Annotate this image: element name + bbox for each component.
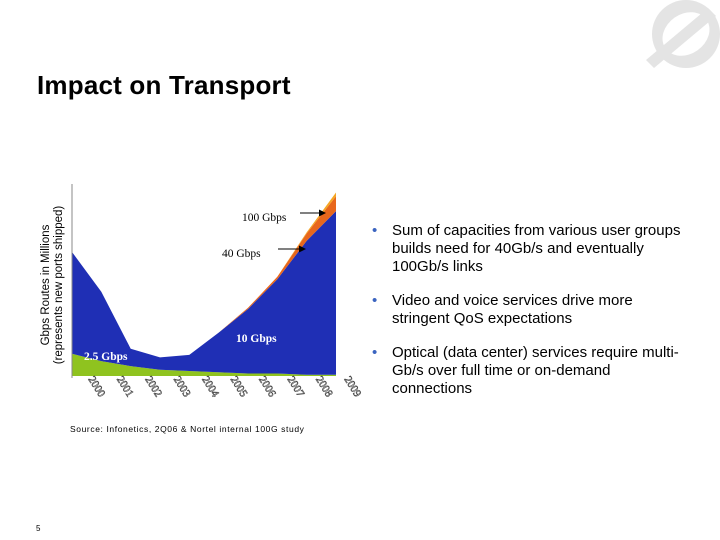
area-series-10-gbps xyxy=(72,211,336,375)
annotation-label: 2.5 Gbps xyxy=(84,351,128,363)
x-tick-label: 2006 xyxy=(256,374,278,399)
x-tick-label: 2001 xyxy=(114,374,136,399)
x-tick-label: 2000 xyxy=(85,374,107,399)
annotation-arrow-head xyxy=(299,245,306,253)
annotation-label: 40 Gbps xyxy=(222,248,261,260)
annotation-label: 100 Gbps xyxy=(242,212,287,224)
x-tick-label: 2004 xyxy=(199,374,221,399)
x-tick-label: 2007 xyxy=(285,374,307,399)
bullet-icon: • xyxy=(372,222,378,239)
nortel-globe-icon xyxy=(646,0,720,68)
annotation-arrow-head xyxy=(319,209,326,217)
bullet-item: • Optical (data center) services require … xyxy=(372,344,692,398)
bullet-icon: • xyxy=(372,292,378,309)
area-series-2.5-gbps xyxy=(72,353,336,376)
x-tick-label: 2008 xyxy=(313,374,335,399)
bullet-item: • Video and voice services drive more str… xyxy=(372,292,692,328)
bullet-icon: • xyxy=(372,344,378,361)
chart-source: Source: Infonetics, 2Q06 & Nortel intern… xyxy=(70,424,305,434)
x-tick-label: 2005 xyxy=(228,374,250,399)
page-title: Impact on Transport xyxy=(37,70,291,100)
annotation-label: 10 Gbps xyxy=(236,333,277,345)
x-tick-label: 2003 xyxy=(171,374,193,399)
bullet-text: Video and voice services drive more stri… xyxy=(392,292,633,327)
x-tick-label: 2002 xyxy=(142,374,164,399)
page-number: 5 xyxy=(36,524,41,533)
x-tick-label: 2009 xyxy=(341,374,363,399)
bullet-list: • Sum of capacities from various user gro… xyxy=(372,222,692,414)
bullet-item: • Sum of capacities from various user gro… xyxy=(372,222,692,276)
bullet-text: Sum of capacities from various user grou… xyxy=(392,222,681,275)
bullet-text: Optical (data center) services require m… xyxy=(392,344,679,397)
